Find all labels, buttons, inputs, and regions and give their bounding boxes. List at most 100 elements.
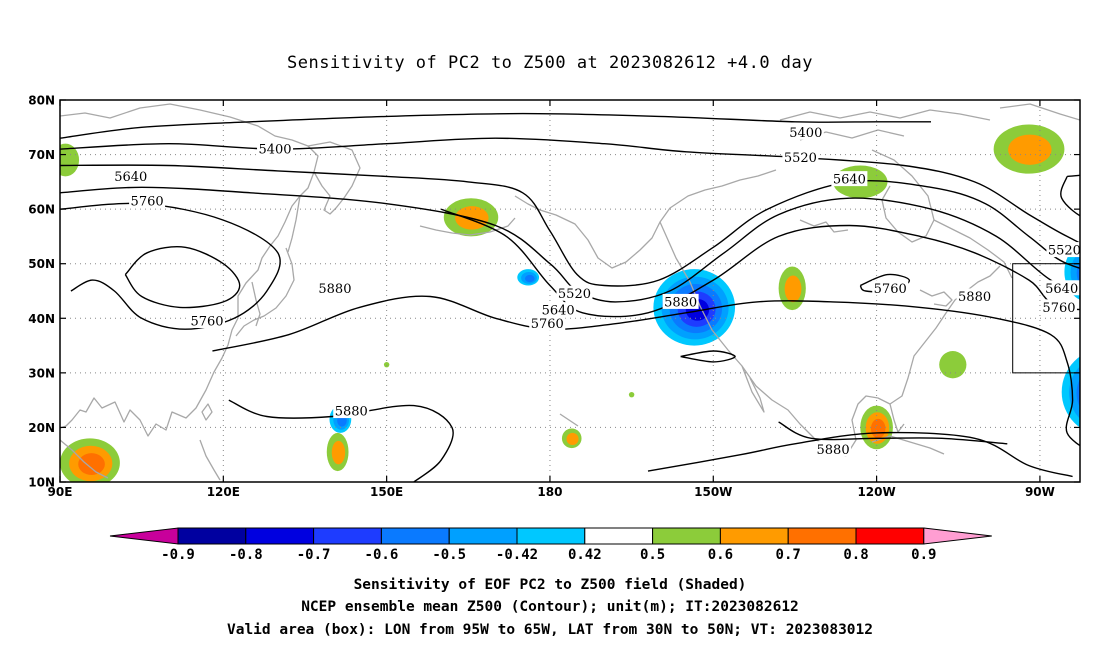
contour-label-bg [529, 315, 566, 331]
contour-label: 5880 [335, 405, 368, 420]
contour-label: 5640 [833, 173, 866, 188]
y-tick-label: 20N [28, 421, 55, 435]
z500-contour-line [60, 202, 281, 330]
colorbar-tick-label: -0.42 [496, 547, 538, 563]
sensitivity-blob [1008, 134, 1052, 165]
sensitivity-shading [60, 124, 1100, 482]
sensitivity-blob [331, 440, 346, 465]
coast-great-lakes [919, 289, 953, 307]
colorbar-swatch [245, 527, 315, 545]
coast-korea [251, 281, 261, 327]
contour-label: 5640 [114, 170, 147, 185]
x-tick-label: 90W [1025, 485, 1055, 499]
colorbar-tick-label: -0.5 [432, 547, 466, 563]
contour-label-bg [333, 403, 370, 419]
figure-title: Sensitivity of PC2 to Z500 at 2023082612… [287, 53, 813, 73]
z500-contour-line [60, 112, 931, 139]
x-tick-label: 120W [857, 485, 895, 499]
contour-label-bg [831, 171, 868, 187]
contour-label: 5640 [1045, 282, 1078, 297]
y-tick-label: 70N [28, 148, 55, 162]
contour-label-bg [872, 280, 909, 296]
contour-label: 5760 [531, 317, 564, 332]
z500-contour-line [778, 421, 1008, 445]
sensitivity-blob [383, 361, 390, 368]
colorbar-swatch [448, 527, 518, 545]
z500-contour-line [212, 295, 1080, 447]
y-tick-label: 60N [28, 203, 55, 217]
z500-contour-line [647, 431, 1073, 478]
contour-label-bg [956, 288, 993, 304]
z500-contour-line [1060, 174, 1080, 217]
contour-label: 5880 [817, 443, 850, 458]
colorbar-swatch [584, 527, 654, 545]
y-tick-label: 30N [28, 366, 55, 380]
contour-label: 5760 [190, 315, 223, 330]
contour-label: 5520 [784, 151, 817, 166]
colorbar-tick-label: -0.7 [297, 547, 331, 563]
colorbar-tick-label: -0.8 [229, 547, 263, 563]
contour-label: 5760 [131, 194, 164, 209]
coast-indochina [60, 439, 109, 479]
contour-label-bg [129, 192, 166, 208]
sensitivity-blob [60, 143, 80, 177]
colorbar-over-triangle [923, 527, 992, 545]
sensitivity-blob [78, 453, 105, 476]
sensitivity-blob [1076, 378, 1080, 408]
contour-label-bg [1043, 280, 1080, 296]
coast-baja [741, 365, 765, 413]
caption-line-3: Valid area (box): LON from 95W to 65W, L… [227, 622, 873, 638]
z500-contour-line [60, 164, 1080, 287]
contour-label: 5880 [1086, 364, 1100, 379]
contour-label-bg [540, 302, 577, 318]
contour-label: 5520 [558, 287, 591, 302]
coast-sakhalin [287, 195, 301, 253]
coast-aleutians [419, 217, 516, 236]
contour-label-bg [316, 280, 353, 296]
colorbar-swatch [516, 527, 586, 545]
coast-asia-north [60, 103, 319, 437]
contour-label-bg [1040, 299, 1077, 315]
colorbar-tick-label: 0.8 [843, 547, 868, 563]
contour-label-bg [1085, 362, 1100, 377]
z500-contour-line [680, 350, 736, 363]
coastlines [60, 103, 1080, 481]
x-tick-label: 150E [370, 485, 403, 499]
y-tick-label: 10N [28, 476, 55, 490]
sensitivity-blob [1091, 377, 1100, 411]
contour-label-bg [662, 293, 699, 309]
coast-florida [889, 403, 905, 433]
z500-contour-line [228, 399, 454, 482]
sensitivity-blob [939, 351, 967, 379]
x-tick-label: 150W [694, 485, 732, 499]
coast-hawaii [559, 413, 579, 427]
coast-arctic-islands [779, 109, 991, 121]
sensitivity-blob [784, 275, 802, 303]
y-tick-label: 50N [28, 257, 55, 271]
sensitivity-blob [1084, 370, 1100, 418]
contour-label: 5880 [958, 290, 991, 305]
colorbar-tick-label: 0.42 [568, 547, 602, 563]
contour-label: 5520 [1048, 244, 1081, 259]
coast-philippines [199, 439, 221, 481]
x-tick-label: 180 [537, 485, 562, 499]
z500-contour-line [124, 246, 241, 309]
colorbar: -0.9 -0.8 -0.7 -0.6 -0.5 -0.42 0.42 0.5 0.6 0.7 0.… [109, 527, 992, 563]
contour-label: 5760 [874, 282, 907, 297]
contour-label-bg [1046, 242, 1080, 258]
sensitivity-blob [566, 432, 579, 445]
colorbar-swatch [652, 527, 721, 545]
contour-label-bg [787, 124, 824, 140]
z500-contour-labels: 5400540055205640576056405280540055205880… [112, 124, 1100, 458]
plot-frame [59, 99, 1081, 483]
colorbar-tick-label: 0.7 [776, 547, 801, 563]
contour-label-bg [188, 313, 225, 329]
coast-labrador [933, 219, 1013, 279]
sensitivity-blob [870, 418, 886, 439]
coast-canada-lakes [799, 219, 849, 233]
coast-taiwan [201, 403, 213, 421]
colorbar-swatch [380, 527, 450, 545]
contour-label: 5400 [789, 126, 822, 141]
contour-label: 5880 [664, 295, 697, 310]
